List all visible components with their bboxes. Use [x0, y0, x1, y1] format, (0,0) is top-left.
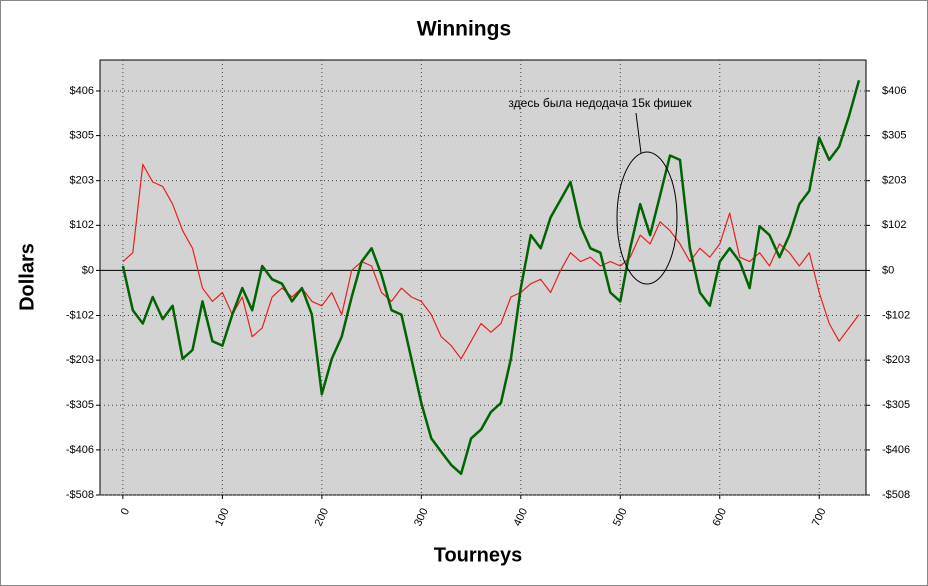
annotation: здесь была недодача 15к фишек: [508, 96, 692, 110]
y2-tick-label: -$406: [882, 444, 910, 456]
plot-area: [99, 59, 867, 496]
y2-tick-label: -$508: [882, 489, 910, 501]
annotation-ellipse: [616, 151, 678, 285]
y-tick-label: $203: [70, 175, 94, 187]
y2-tick-label: $203: [882, 175, 906, 187]
y2-tick-label: $305: [882, 130, 906, 142]
x-axis-label: Tourneys: [434, 544, 523, 566]
chart-title: Winnings: [417, 18, 511, 41]
y-axis-label: Dollars: [16, 243, 38, 311]
plot: -$508 -$406 -$305 -$203 -$102 $0 $102 $203 $305 $…: [66, 60, 910, 528]
y2-tick-label: $102: [882, 219, 906, 231]
y-tick-label: $305: [70, 130, 94, 142]
annotation-arrow: [635, 112, 642, 154]
y2-tick-label: -$203: [882, 354, 910, 366]
series-line: [121, 79, 861, 476]
y-tick-label: -$102: [66, 309, 94, 321]
y2-tick-label: $0: [882, 264, 894, 276]
y-tick-label: -$508: [66, 489, 94, 501]
y-tick-label: $0: [82, 264, 94, 276]
y-tick-label: -$203: [66, 354, 94, 366]
y-tick-label: -$406: [66, 444, 94, 456]
y-tick-label: -$305: [66, 399, 94, 411]
y2-tick-label: -$102: [882, 309, 910, 321]
y2-tick-label: -$305: [882, 399, 910, 411]
series-line: [122, 163, 860, 360]
y-tick-label: $406: [70, 85, 94, 97]
y-tick-label: $102: [70, 219, 94, 231]
x-tick-label: 0: [119, 506, 132, 517]
y2-tick-label: $406: [882, 85, 906, 97]
